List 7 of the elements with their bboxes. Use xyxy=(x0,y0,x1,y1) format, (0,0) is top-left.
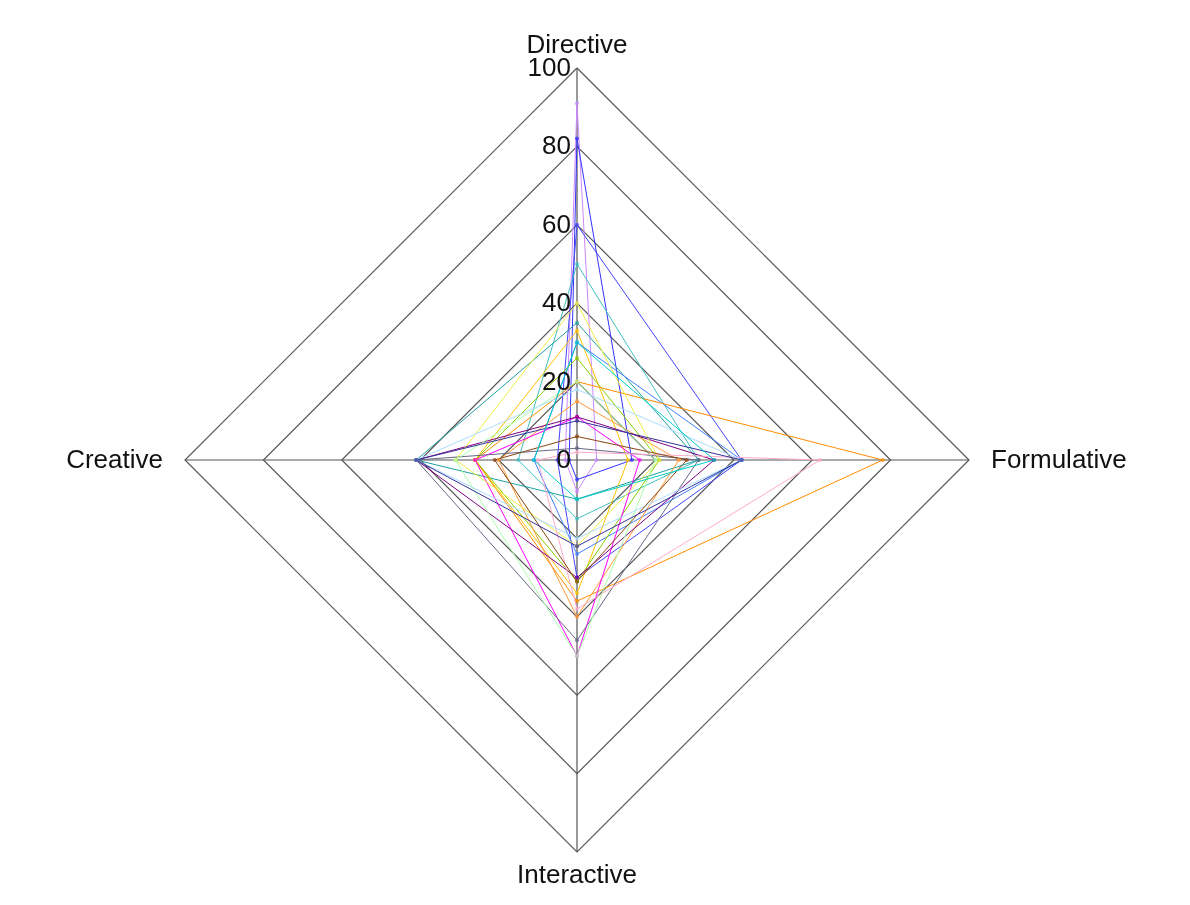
spoke-label: Interactive xyxy=(517,859,637,889)
y-tick-label: 0 xyxy=(556,444,571,474)
spoke-label: Creative xyxy=(66,444,163,474)
spoke-label: Formulative xyxy=(991,444,1127,474)
y-tick-label: 40 xyxy=(542,287,571,318)
y-tick-label: 60 xyxy=(542,208,571,239)
y-tick-label: 80 xyxy=(542,130,571,161)
